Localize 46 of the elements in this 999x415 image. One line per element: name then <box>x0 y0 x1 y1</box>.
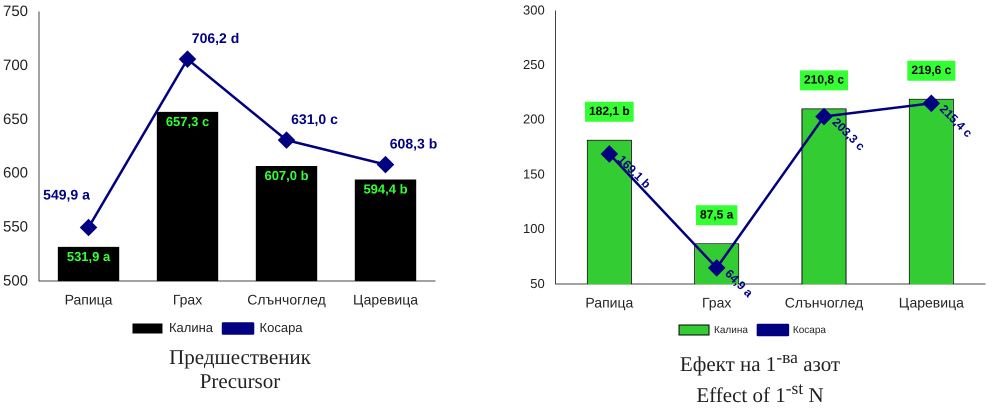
y-tick-label: 500 <box>2 272 28 290</box>
data-label: 549,9 a <box>43 186 90 202</box>
x-tick-label: Рапица <box>64 291 113 308</box>
x-tick-label: Грах <box>172 291 202 308</box>
legend-label: Калина <box>168 320 214 336</box>
y-tick-label: 700 <box>2 56 28 74</box>
text: Precursor <box>198 369 282 393</box>
point <box>816 108 832 125</box>
point <box>601 146 618 162</box>
point <box>377 156 394 173</box>
legend-label: Косара <box>792 324 826 336</box>
data-label: 631,0 c <box>291 111 338 127</box>
x-tick-label: Царевица <box>898 294 964 310</box>
y-tick-label: 150 <box>522 166 545 182</box>
y-tick-label: 200 <box>522 112 545 127</box>
data-label: 87,5 a <box>700 208 734 222</box>
y-tick-label: 100 <box>522 221 545 236</box>
text: Ефект на 1$^{-ва}$ азот <box>678 346 842 376</box>
legend-label: Калина <box>714 324 748 336</box>
y-tick-label: 600 <box>2 164 28 182</box>
point <box>923 95 940 112</box>
data-label: 219,6 c <box>911 63 952 78</box>
y-tick-label: 50 <box>530 276 545 291</box>
x-tick-label: Рапица <box>585 294 634 310</box>
x-tick-label: Царевица <box>352 291 418 308</box>
point <box>179 50 196 68</box>
text: Effect of 1$^{-st}$ N <box>695 377 825 407</box>
point <box>278 132 295 148</box>
data-label: 607,0 b <box>264 168 309 184</box>
data-label: 531,9 a <box>66 248 111 264</box>
y-tick-label: 300 <box>522 2 545 18</box>
data-label: 608,3 b <box>390 135 438 152</box>
data-label: 182,1 b <box>589 104 630 118</box>
x-tick-label: Слънчоглед <box>247 291 326 308</box>
data-label: 210,8 c <box>804 72 844 87</box>
y-tick-label: 550 <box>2 218 28 236</box>
data-label: 706,2 d <box>192 30 240 46</box>
text: Предшественик <box>168 345 312 369</box>
legend-label: Косара <box>260 320 304 336</box>
x-tick-label: Слънчоглед <box>784 294 864 310</box>
data-label: 594,4 b <box>363 182 408 197</box>
point <box>80 219 97 236</box>
y-tick-label: 250 <box>522 57 545 72</box>
y-tick-label: 650 <box>2 110 28 128</box>
data-label: 657,3 c <box>166 114 210 129</box>
y-tick-label: 750 <box>2 3 28 20</box>
